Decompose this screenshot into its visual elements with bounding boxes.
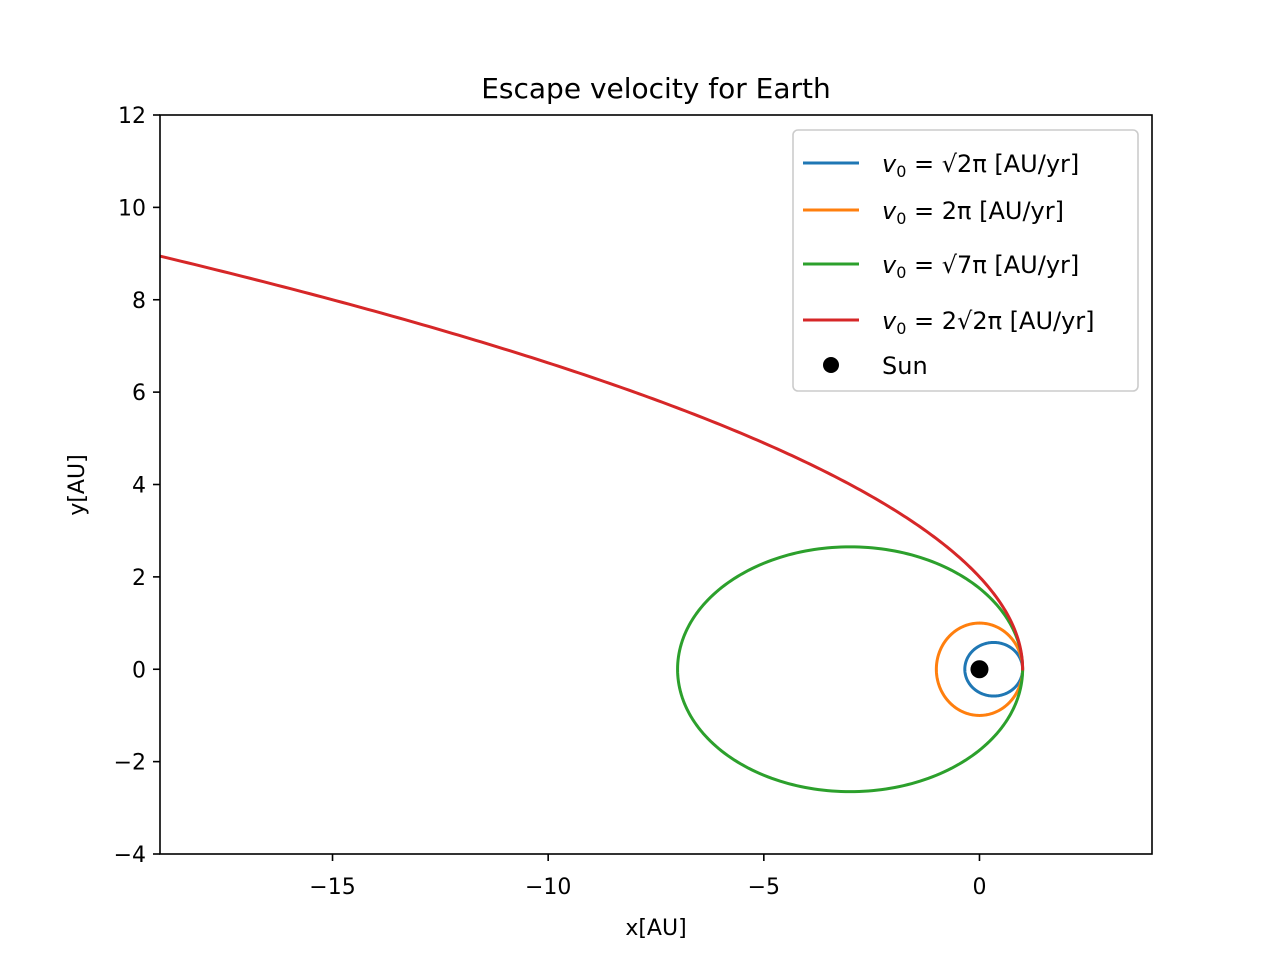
x-axis-ticks: −15 −10 −5 0: [309, 854, 986, 900]
y-axis-label: y[AU]: [65, 454, 90, 515]
y-tick-label: 4: [132, 474, 146, 499]
legend-entries: v0 = √2π [AU/yr] v0 = 2π [AU/yr] v0 = √7π …: [803, 150, 1095, 338]
y-tick-label: 12: [118, 104, 146, 129]
chart-title: Escape velocity for Earth: [481, 72, 831, 105]
x-tick-label: −5: [748, 875, 780, 900]
y-axis-ticks: −4 −2 0 2 4 6 8 10 12: [114, 104, 160, 868]
series-line-1: [963, 640, 1025, 698]
legend-box: [792, 129, 1139, 392]
x-tick-label: −10: [525, 875, 571, 900]
series-line-4: [160, 254, 1025, 671]
y-tick-label: 2: [132, 566, 146, 591]
sun-point: [970, 660, 989, 679]
x-axis-label: x[AU]: [625, 916, 686, 941]
points-layer: [970, 660, 989, 679]
x-tick-label: 0: [972, 875, 986, 900]
series-layer: [160, 254, 1025, 794]
legend-label-4: v0 = 2√2π [AU/yr]: [882, 307, 1095, 338]
legend-label-3: v0 = √7π [AU/yr]: [882, 251, 1079, 282]
legend-sun-marker: [823, 357, 839, 373]
series-line-3: [676, 545, 1025, 794]
series-line-2: [934, 621, 1025, 717]
legend-label-1: v0 = √2π [AU/yr]: [882, 150, 1079, 181]
y-tick-label: 10: [118, 196, 146, 221]
y-tick-label: −2: [114, 751, 146, 776]
legend-sun-label: Sun: [882, 352, 928, 380]
legend-label-2: v0 = 2π [AU/yr]: [882, 197, 1064, 228]
x-tick-label: −15: [309, 875, 355, 900]
y-tick-label: 8: [132, 289, 146, 314]
y-tick-label: 6: [132, 381, 146, 406]
legend: v0 = √2π [AU/yr] v0 = 2π [AU/yr] v0 = √7π …: [792, 129, 1139, 392]
y-tick-label: 0: [132, 658, 146, 683]
y-tick-label: −4: [114, 843, 146, 868]
